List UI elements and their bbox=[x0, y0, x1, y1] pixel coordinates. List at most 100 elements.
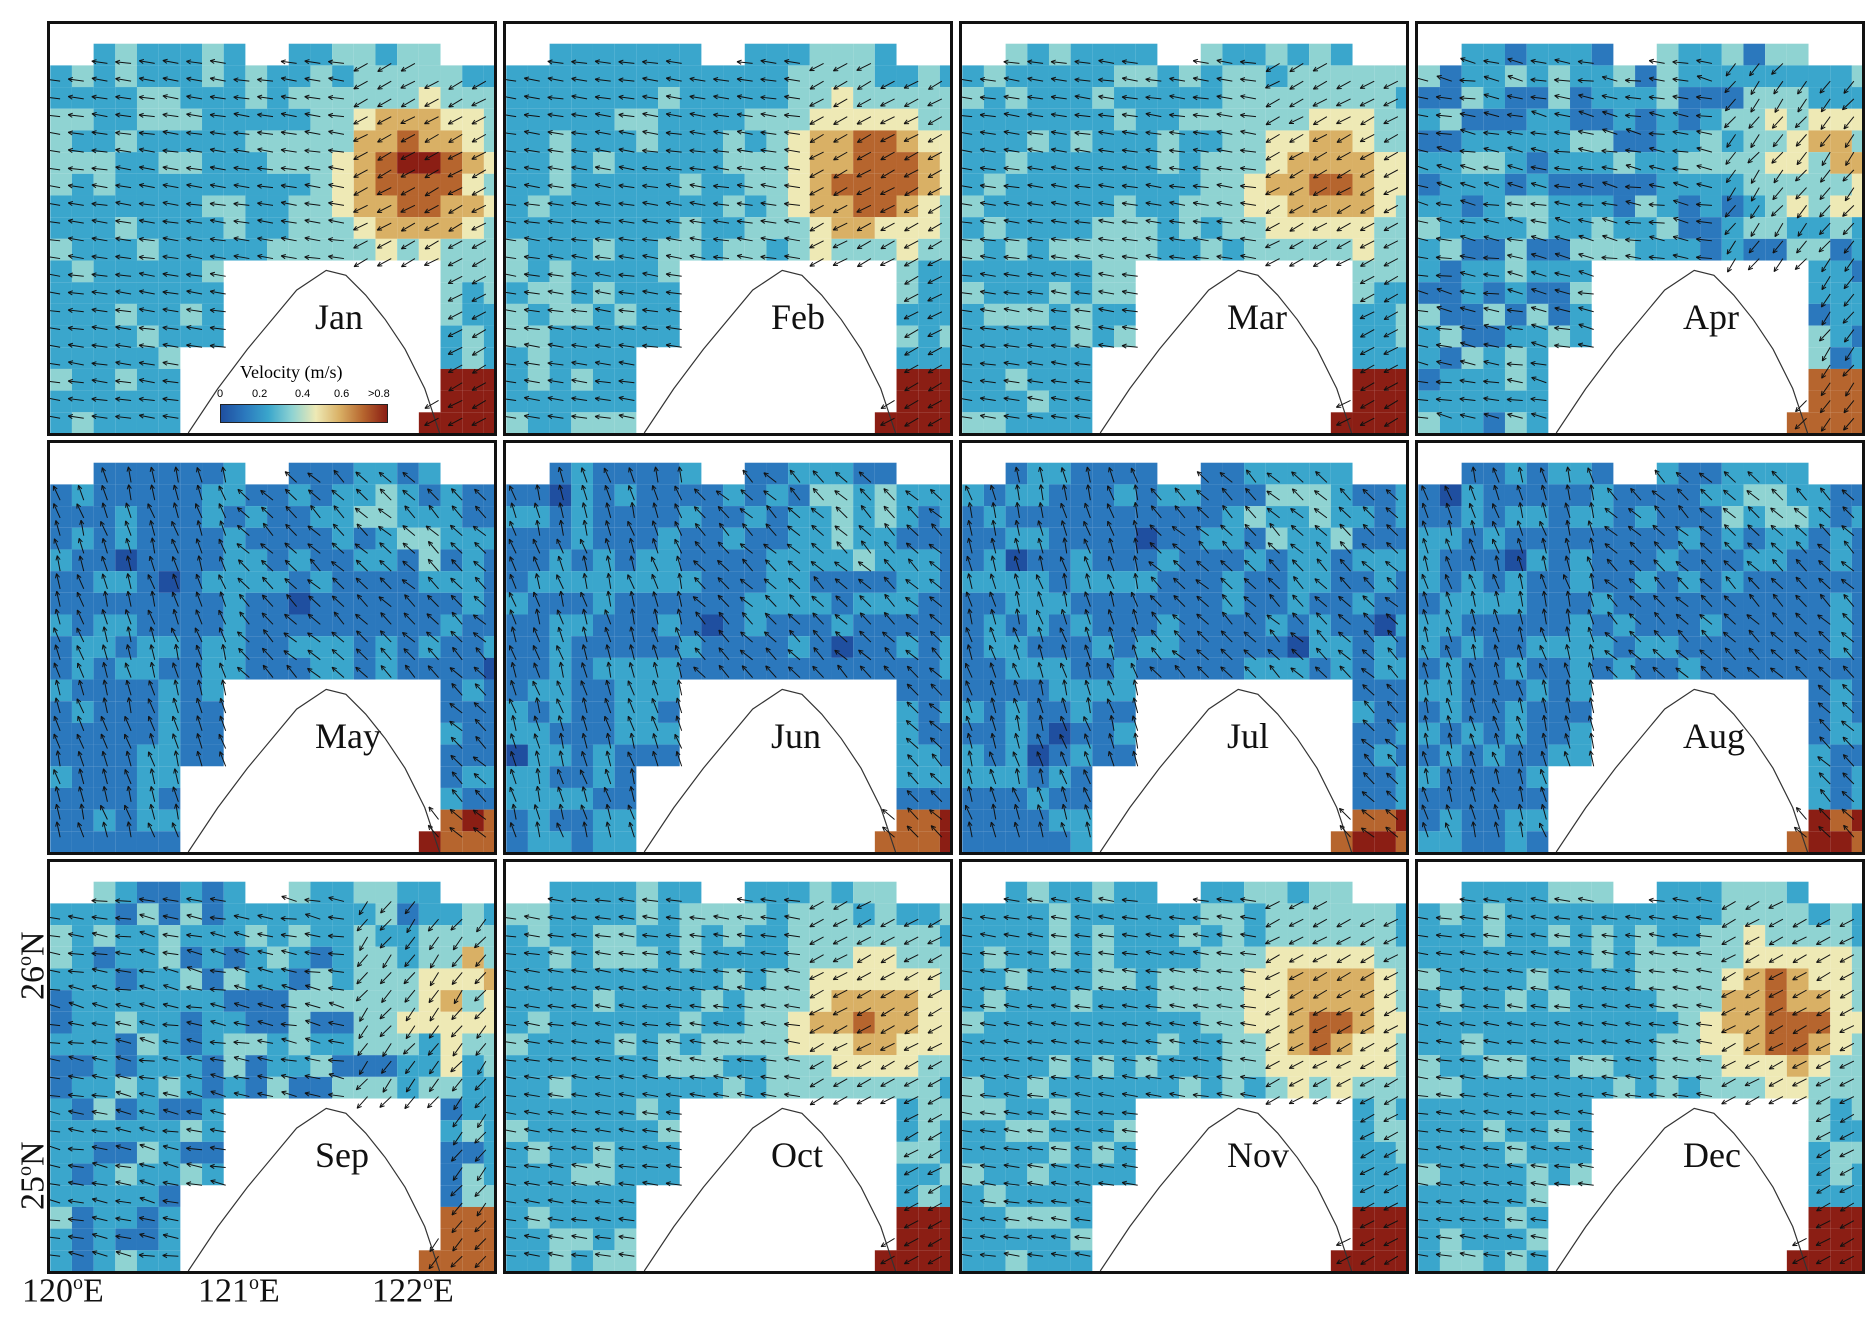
current-arrow bbox=[1003, 397, 1020, 401]
current-arrowhead bbox=[328, 59, 334, 65]
current-arrowhead bbox=[424, 119, 430, 125]
current-arrowhead bbox=[1648, 254, 1654, 260]
current-arrowhead bbox=[239, 611, 245, 617]
current-arrow bbox=[1098, 326, 1115, 331]
velocity-cell bbox=[1851, 390, 1862, 413]
velocity-cell bbox=[310, 571, 333, 593]
current-arrowhead bbox=[715, 490, 722, 496]
current-arrow bbox=[1672, 254, 1689, 260]
current-arrow bbox=[307, 649, 321, 661]
velocity-cell bbox=[1309, 195, 1331, 218]
current-arrowhead bbox=[261, 612, 267, 618]
current-arrow bbox=[50, 185, 61, 189]
velocity-cell bbox=[483, 744, 494, 767]
velocity-cell bbox=[115, 809, 137, 832]
current-arrow bbox=[68, 167, 84, 171]
current-arrowhead bbox=[356, 594, 362, 600]
current-arrowhead bbox=[402, 489, 408, 495]
current-arrow bbox=[1725, 169, 1736, 183]
velocity-cell bbox=[223, 195, 246, 218]
current-arrow bbox=[101, 556, 108, 572]
current-arrow bbox=[1459, 398, 1476, 401]
current-arrowhead bbox=[1098, 183, 1104, 189]
current-arrow bbox=[474, 488, 487, 501]
velocity-cell bbox=[1548, 303, 1571, 326]
current-arrowhead bbox=[642, 325, 648, 331]
current-arrowhead bbox=[1312, 244, 1319, 249]
current-arrow bbox=[618, 61, 635, 64]
current-arrowhead bbox=[77, 822, 83, 828]
velocity-cell bbox=[1439, 390, 1462, 413]
current-arrow bbox=[1121, 202, 1138, 206]
current-arrowhead bbox=[1098, 130, 1104, 136]
current-arrowhead bbox=[115, 94, 121, 100]
velocity-cell bbox=[506, 65, 528, 88]
current-arrow bbox=[651, 556, 659, 572]
velocity-cell bbox=[983, 217, 1006, 239]
velocity-cell bbox=[1786, 43, 1809, 66]
current-arrow bbox=[737, 237, 753, 242]
current-arrowhead bbox=[1648, 58, 1655, 64]
current-arrow bbox=[473, 595, 487, 607]
current-arrow bbox=[904, 151, 919, 161]
current-arrow bbox=[162, 237, 179, 242]
current-arrow bbox=[1748, 240, 1760, 254]
current-arrowhead bbox=[218, 538, 224, 544]
velocity-cell bbox=[93, 43, 116, 66]
velocity-cell bbox=[939, 484, 950, 507]
velocity-cell bbox=[136, 549, 159, 572]
current-arrow bbox=[378, 508, 392, 519]
current-arrow bbox=[1844, 329, 1855, 343]
velocity-cell bbox=[1222, 108, 1245, 131]
velocity-cell bbox=[440, 614, 463, 637]
current-arrowhead bbox=[91, 148, 97, 154]
current-arrowhead bbox=[473, 702, 479, 708]
velocity-cell bbox=[744, 195, 767, 218]
current-arrow bbox=[1051, 220, 1067, 224]
current-arrowhead bbox=[594, 236, 600, 242]
current-arrowhead bbox=[471, 84, 478, 90]
current-arrow bbox=[400, 80, 416, 89]
velocity-cell bbox=[1244, 43, 1266, 66]
current-arrowhead bbox=[618, 360, 624, 366]
current-arrowhead bbox=[328, 112, 334, 118]
current-arrowhead bbox=[1842, 176, 1848, 182]
current-arrow bbox=[54, 644, 61, 660]
velocity-cell bbox=[506, 809, 528, 832]
current-arrow bbox=[905, 542, 919, 554]
current-arrowhead bbox=[832, 66, 839, 72]
current-arrow bbox=[68, 309, 84, 313]
current-arrowhead bbox=[594, 360, 601, 366]
current-arrow bbox=[1336, 98, 1351, 107]
current-arrow bbox=[1773, 80, 1784, 95]
current-arrow bbox=[1531, 271, 1547, 277]
current-arrowhead bbox=[172, 697, 178, 703]
velocity-cell bbox=[527, 390, 550, 413]
current-arrowhead bbox=[856, 102, 863, 107]
velocity-cell bbox=[245, 238, 268, 261]
velocity-cell bbox=[658, 722, 680, 745]
current-arrow bbox=[1265, 240, 1280, 249]
current-arrowhead bbox=[138, 343, 144, 349]
velocity-cell bbox=[1851, 412, 1862, 433]
current-arrowhead bbox=[1027, 236, 1033, 242]
current-arrowhead bbox=[307, 525, 313, 531]
velocity-cell bbox=[1635, 173, 1657, 196]
current-arrow bbox=[162, 77, 179, 82]
current-arrowhead bbox=[284, 542, 290, 548]
velocity-cell bbox=[202, 325, 224, 348]
current-arrow bbox=[856, 187, 872, 196]
velocity-cell bbox=[483, 108, 494, 131]
current-arrow bbox=[78, 751, 85, 767]
current-arrow bbox=[962, 292, 973, 295]
current-arrow bbox=[473, 702, 487, 714]
current-arrowhead bbox=[471, 244, 477, 249]
current-arrow bbox=[186, 95, 203, 100]
current-arrow bbox=[356, 594, 368, 607]
current-arrow bbox=[304, 219, 321, 224]
current-arrow bbox=[980, 238, 996, 242]
current-arrowhead bbox=[927, 120, 934, 125]
current-arrowhead bbox=[162, 200, 168, 206]
current-arrow bbox=[210, 166, 226, 171]
velocity-cell bbox=[180, 65, 203, 88]
